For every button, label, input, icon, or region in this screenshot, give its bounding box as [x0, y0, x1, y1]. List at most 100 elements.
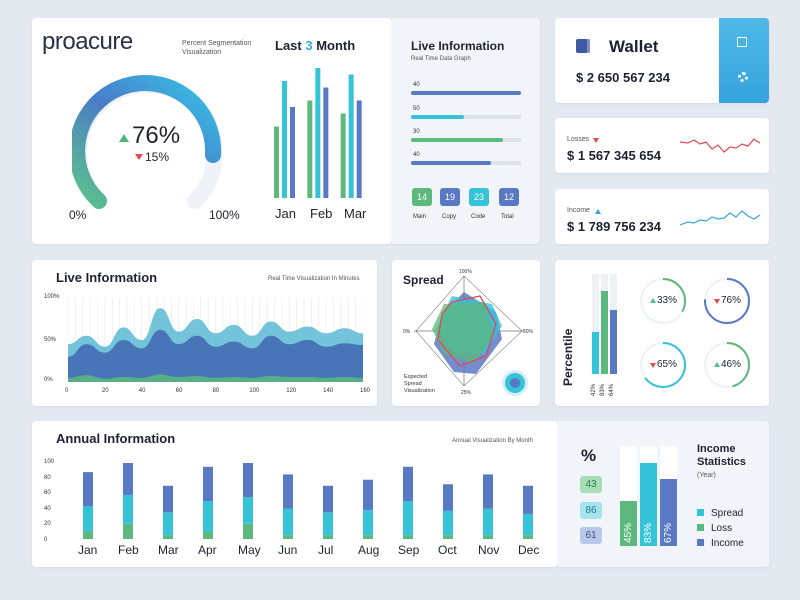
- x-tick: 120: [286, 388, 297, 394]
- annual-bar-segment: [403, 501, 413, 536]
- edit-icon[interactable]: [737, 37, 747, 47]
- annual-bar-segment: [123, 463, 133, 495]
- live-bar-fill-2: [411, 115, 464, 119]
- spread-right-label: 50%: [523, 329, 534, 335]
- gauge-secondary-value: 15%: [145, 150, 170, 164]
- annual-bar-segment: [363, 510, 373, 536]
- percent-box-1: 43: [580, 476, 602, 493]
- wallet-amount: $ 2 650 567 234: [576, 70, 670, 85]
- month-label-jan: Jan: [275, 206, 296, 221]
- annual-subtitle: Annual Visualization By Month: [452, 438, 533, 444]
- last-month-bar: [274, 126, 279, 198]
- gauge-min-label: 0%: [69, 208, 87, 222]
- annual-bar-segment: [483, 474, 493, 509]
- area-series: [68, 329, 363, 382]
- income-sparkline: [680, 210, 760, 226]
- annual-bar-segment: [443, 510, 453, 536]
- annual-bar-segment: [403, 535, 413, 539]
- live-info-mid-title: Live Information: [56, 270, 158, 285]
- annual-bar-segment: [323, 485, 333, 513]
- live-info-mid-subtitle: Real Time Visualization In Minutes: [268, 276, 360, 282]
- ring-2-down-arrow-icon: [714, 299, 720, 304]
- annual-x-label: Oct: [438, 543, 457, 557]
- percentile-bar-track-1: [592, 274, 599, 374]
- last-month-title: Last 3 Month: [275, 38, 356, 53]
- annual-y-tick: 100: [44, 459, 55, 465]
- segmentation-subtitle: Percent Segmentation Visualization: [182, 40, 252, 56]
- spread-top-label: 100%: [459, 269, 472, 275]
- badge-copy-label: Copy: [442, 214, 457, 220]
- wallet-icon: [576, 39, 590, 53]
- ring-1-up-arrow-icon: [650, 298, 656, 303]
- badge-main[interactable]: 14: [412, 188, 432, 206]
- gauge: [72, 75, 222, 209]
- annual-x-label: May: [238, 543, 261, 557]
- badge-code[interactable]: 23: [469, 188, 489, 206]
- annual-bar-segment: [163, 485, 173, 513]
- annual-title: Annual Information: [56, 431, 176, 446]
- percentile-bar-track-2: [601, 274, 608, 374]
- annual-bar-segment: [163, 512, 173, 536]
- annual-y-tick: 0: [44, 536, 48, 543]
- percent-box-3: 61: [580, 527, 602, 544]
- percentile-bar-3: [610, 310, 617, 374]
- annual-bar-segment: [203, 466, 213, 501]
- income-up-arrow-icon: [595, 209, 601, 214]
- income-card: Income $ 1 789 756 234: [555, 189, 769, 244]
- gauge-max-label: 100%: [209, 208, 240, 222]
- wallet-card: Wallet $ 2 650 567 234: [555, 18, 769, 103]
- income-stats-title: Income Statistics (Year): [697, 443, 746, 479]
- live-bar-label-2: 50: [413, 106, 420, 112]
- percent-box-2: 86: [580, 502, 602, 519]
- last-month-bar: [340, 113, 346, 198]
- income-bar-track-3: 67%: [660, 446, 677, 546]
- annual-bar-segment: [83, 472, 93, 507]
- badge-total-label: Total: [501, 214, 514, 220]
- annual-y-tick: 20: [44, 521, 51, 527]
- gauge-up-arrow-icon: [119, 134, 129, 142]
- last-month-bar: [307, 100, 313, 198]
- annual-y-axis: 100 80 60 40 20 0: [44, 459, 64, 543]
- income-bar-2: 83%: [640, 463, 657, 546]
- live-bar-fill-4: [411, 161, 492, 165]
- y-tick-50: 50%: [44, 337, 57, 343]
- last-month-bar: [315, 68, 321, 198]
- percentile-bar-1: [592, 332, 599, 374]
- annual-bar-segment: [283, 474, 293, 509]
- x-tick: 20: [101, 388, 109, 394]
- badge-copy[interactable]: 19: [440, 188, 460, 206]
- annual-bar-segment: [323, 535, 333, 539]
- percentile-ring-3: 65%: [638, 340, 688, 390]
- live-info-top-title: Live Information: [411, 39, 505, 53]
- last-month-bar: [323, 87, 329, 198]
- percentile-bar-track-3: [610, 274, 617, 374]
- gear-icon[interactable]: [738, 72, 748, 82]
- legend-loss: Loss: [697, 521, 744, 536]
- logo: proacure: [42, 28, 133, 55]
- annual-chart: [83, 463, 533, 539]
- annual-bar-segment: [523, 513, 533, 536]
- y-tick-0: 0%: [44, 377, 53, 383]
- annual-y-tick: 60: [44, 490, 51, 496]
- gauge-fill: [72, 75, 222, 209]
- live-bar-track-2: [411, 115, 521, 119]
- income-stats-card: % 43 86 61 45% 83% 67% Income Statistics…: [558, 421, 769, 567]
- annual-bar-segment: [363, 479, 373, 511]
- annual-x-label: Feb: [118, 543, 139, 557]
- month-label-feb: Feb: [310, 206, 333, 221]
- income-bar-1: 45%: [620, 501, 637, 546]
- annual-bar-segment: [243, 463, 253, 498]
- income-bar-track-2: 83%: [640, 446, 657, 546]
- live-info-top-subtitle: Real Time Data Graph: [411, 56, 471, 62]
- losses-down-arrow-icon: [593, 138, 599, 143]
- ring-3-value: 65%: [657, 359, 678, 370]
- live-bar-fill-1: [411, 91, 521, 95]
- ring-4-up-arrow-icon: [714, 362, 720, 367]
- annual-card: Annual Information Annual Visualization …: [32, 421, 558, 567]
- percentile-title: Percentile: [561, 328, 575, 386]
- annual-bar-segment: [443, 535, 453, 539]
- badge-total[interactable]: 12: [499, 188, 519, 206]
- x-tick: 100: [249, 388, 260, 394]
- percentile-ring-4: 46%: [702, 340, 752, 390]
- live-bar-track-1: [411, 91, 521, 95]
